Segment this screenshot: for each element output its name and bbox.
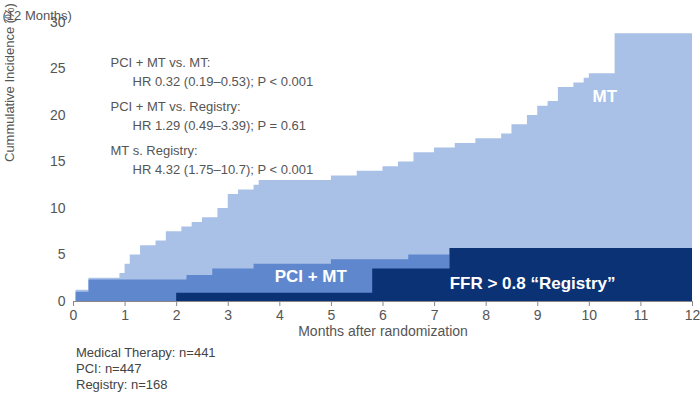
svg-text:HR 0.32 (0.19–0.53); P < 0.001: HR 0.32 (0.19–0.53); P < 0.001 bbox=[133, 74, 314, 89]
svg-text:4: 4 bbox=[276, 307, 284, 323]
svg-text:25: 25 bbox=[50, 60, 66, 76]
svg-text:MT s. Registry:: MT s. Registry: bbox=[111, 143, 198, 158]
svg-text:HR 4.32 (1.75–10.7); P < 0.001: HR 4.32 (1.75–10.7); P < 0.001 bbox=[133, 162, 314, 177]
html-text:Medical Therapy: n=441: Medical Therapy: n=441 bbox=[76, 345, 216, 360]
svg-text:7: 7 bbox=[431, 307, 439, 323]
svg-text:11: 11 bbox=[634, 307, 649, 323]
svg-text:1: 1 bbox=[121, 307, 129, 323]
svg-text:0: 0 bbox=[58, 293, 66, 309]
svg-text:8: 8 bbox=[482, 307, 490, 323]
svg-text:0: 0 bbox=[70, 307, 78, 323]
svg-text:10: 10 bbox=[50, 200, 66, 216]
svg-text:Cummulative Incidence (%): Cummulative Incidence (%) bbox=[2, 3, 17, 162]
svg-text:PCI + MT vs. MT:: PCI + MT vs. MT: bbox=[111, 55, 211, 70]
svg-text:15: 15 bbox=[50, 153, 66, 169]
html-text:PCI: n=447: PCI: n=447 bbox=[76, 361, 142, 376]
svg-text:HR 1.29 (0.49–3.39); P = 0.61: HR 1.29 (0.49–3.39); P = 0.61 bbox=[133, 118, 307, 133]
svg-text:5: 5 bbox=[58, 246, 66, 262]
svg-text:FFR > 0.8 “Registry”: FFR > 0.8 “Registry” bbox=[450, 274, 616, 293]
html-text:Registry: n=168: Registry: n=168 bbox=[76, 377, 168, 392]
svg-text:20: 20 bbox=[50, 107, 66, 123]
svg-text:9: 9 bbox=[534, 307, 542, 323]
svg-text:6: 6 bbox=[379, 307, 387, 323]
svg-text:(12 Months): (12 Months) bbox=[3, 8, 72, 23]
svg-text:MT: MT bbox=[593, 87, 618, 106]
svg-text:Months after randomization: Months after randomization bbox=[298, 323, 468, 339]
svg-text:2: 2 bbox=[173, 307, 181, 323]
svg-text:12: 12 bbox=[685, 307, 700, 323]
svg-text:5: 5 bbox=[328, 307, 336, 323]
svg-text:PCI + MT vs. Registry:: PCI + MT vs. Registry: bbox=[111, 99, 241, 114]
svg-text:10: 10 bbox=[582, 307, 598, 323]
svg-text:PCI + MT: PCI + MT bbox=[275, 267, 348, 286]
svg-text:3: 3 bbox=[224, 307, 232, 323]
